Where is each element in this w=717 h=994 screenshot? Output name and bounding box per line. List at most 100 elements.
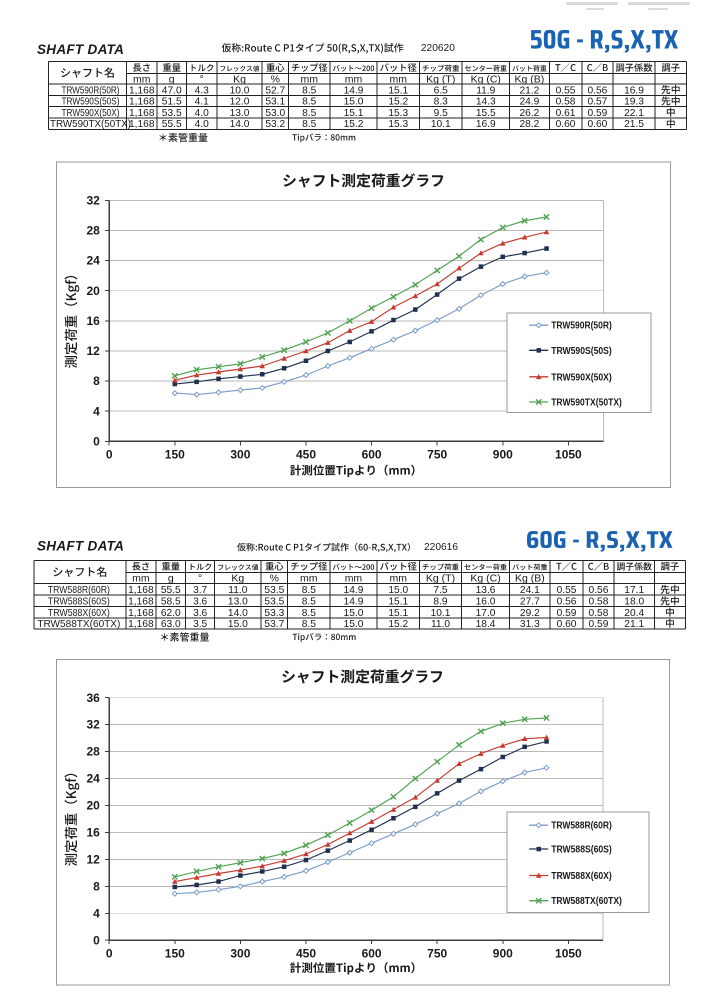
- svg-text:20: 20: [86, 284, 100, 298]
- svg-text:0.58: 0.58: [556, 97, 576, 108]
- svg-text:TRW590X(50X): TRW590X(50X): [62, 108, 120, 119]
- svg-text:3.7: 3.7: [193, 585, 207, 596]
- svg-text:1,168: 1,168: [128, 608, 154, 619]
- svg-text:4.3: 4.3: [195, 85, 209, 96]
- svg-text:3.6: 3.6: [193, 597, 207, 608]
- svg-text:8.5: 8.5: [302, 97, 316, 108]
- svg-text:8.3: 8.3: [434, 97, 448, 108]
- svg-text:20.4: 20.4: [624, 608, 644, 619]
- svg-text:Kg (C): Kg (C): [471, 73, 501, 85]
- svg-text:1,168: 1,168: [129, 119, 155, 130]
- svg-text:220616: 220616: [424, 542, 458, 553]
- svg-text:SHAFT DATA: SHAFT DATA: [37, 42, 124, 57]
- svg-text:7.5: 7.5: [433, 585, 447, 596]
- svg-text:16.9: 16.9: [476, 119, 496, 130]
- svg-text:mm: mm: [132, 572, 150, 584]
- svg-text:mm: mm: [390, 73, 408, 85]
- svg-text:15.3: 15.3: [388, 108, 408, 119]
- svg-text:0.60: 0.60: [557, 619, 577, 630]
- svg-text:TRW588TX(60TX): TRW588TX(60TX): [37, 619, 120, 630]
- svg-text:220620: 220620: [421, 43, 455, 54]
- svg-text:16: 16: [86, 314, 100, 328]
- svg-text:0.60: 0.60: [587, 119, 607, 130]
- svg-text:16.0: 16.0: [476, 597, 496, 608]
- svg-text:1,168: 1,168: [129, 85, 155, 96]
- svg-text:1,168: 1,168: [128, 619, 154, 630]
- svg-text:17.0: 17.0: [476, 608, 496, 619]
- svg-text:53.3: 53.3: [264, 608, 284, 619]
- svg-text:°: °: [200, 73, 204, 85]
- svg-text:27.7: 27.7: [520, 597, 540, 608]
- svg-text:29.2: 29.2: [520, 608, 540, 619]
- svg-text:8.5: 8.5: [302, 619, 316, 630]
- svg-text:53.2: 53.2: [265, 119, 285, 130]
- svg-text:13.0: 13.0: [230, 108, 250, 119]
- svg-text:Kg (T): Kg (T): [426, 73, 455, 85]
- svg-text:15.3: 15.3: [388, 119, 408, 130]
- svg-text:0.58: 0.58: [589, 608, 609, 619]
- svg-text:20: 20: [86, 799, 100, 813]
- svg-text:TRW588TX(60TX): TRW588TX(60TX): [551, 896, 622, 907]
- svg-text:51.5: 51.5: [162, 97, 182, 108]
- svg-text:8.9: 8.9: [433, 597, 447, 608]
- svg-text:TRW588S(60S): TRW588S(60S): [551, 845, 612, 856]
- svg-text:15.2: 15.2: [388, 619, 408, 630]
- svg-text:300: 300: [230, 448, 250, 462]
- svg-text:21.1: 21.1: [624, 619, 644, 630]
- svg-text:24.9: 24.9: [519, 97, 539, 108]
- svg-text:63.0: 63.0: [161, 619, 181, 630]
- svg-text:15.0: 15.0: [228, 619, 248, 630]
- svg-text:11.9: 11.9: [476, 85, 495, 96]
- svg-text:8.5: 8.5: [302, 585, 316, 596]
- svg-text:°: °: [198, 572, 202, 584]
- svg-text:Kg (C): Kg (C): [470, 572, 500, 584]
- svg-text:14.0: 14.0: [228, 608, 248, 619]
- svg-text:47.0: 47.0: [162, 85, 182, 96]
- svg-text:g: g: [168, 572, 174, 584]
- svg-text:0.56: 0.56: [557, 597, 577, 608]
- svg-text:mm: mm: [301, 73, 319, 85]
- svg-text:TRW588R(60R): TRW588R(60R): [551, 821, 612, 832]
- svg-text:18.0: 18.0: [624, 597, 644, 608]
- svg-text:TRW590R(50R): TRW590R(50R): [62, 85, 120, 96]
- svg-text:TRW590X(50X): TRW590X(50X): [551, 372, 612, 383]
- svg-text:53.5: 53.5: [264, 597, 284, 608]
- svg-text:8.5: 8.5: [302, 85, 316, 96]
- svg-text:62.0: 62.0: [161, 608, 181, 619]
- svg-text:1,168: 1,168: [129, 108, 155, 119]
- svg-text:0: 0: [106, 947, 113, 961]
- svg-text:0.60: 0.60: [556, 119, 576, 130]
- svg-text:15.0: 15.0: [344, 608, 364, 619]
- svg-text:8: 8: [93, 374, 100, 388]
- svg-text:15.2: 15.2: [344, 119, 364, 130]
- svg-text:14.0: 14.0: [230, 119, 250, 130]
- svg-text:8.5: 8.5: [302, 108, 316, 119]
- svg-text:8.5: 8.5: [302, 119, 316, 130]
- svg-text:1,168: 1,168: [128, 585, 154, 596]
- svg-text:55.5: 55.5: [162, 119, 182, 130]
- svg-text:19.3: 19.3: [624, 97, 644, 108]
- svg-text:TRW590TX(50TX): TRW590TX(50TX): [551, 398, 622, 409]
- svg-text:1,168: 1,168: [128, 597, 154, 608]
- svg-text:0.56: 0.56: [589, 585, 609, 596]
- svg-text:0: 0: [93, 933, 100, 947]
- svg-text:mm: mm: [390, 572, 408, 584]
- svg-text:15.2: 15.2: [388, 97, 408, 108]
- svg-text:32: 32: [86, 194, 100, 208]
- svg-text:300: 300: [230, 947, 250, 961]
- svg-text:4.0: 4.0: [195, 119, 209, 130]
- svg-text:21.2: 21.2: [519, 85, 539, 96]
- svg-text:4: 4: [93, 906, 100, 920]
- svg-text:14.3: 14.3: [476, 97, 496, 108]
- svg-text:Kg (B): Kg (B): [515, 73, 545, 85]
- svg-text:15.1: 15.1: [388, 85, 408, 96]
- svg-text:14.9: 14.9: [344, 597, 364, 608]
- svg-text:0.59: 0.59: [557, 608, 577, 619]
- svg-text:TRW590S(50S): TRW590S(50S): [551, 346, 612, 357]
- svg-text:4.0: 4.0: [195, 108, 209, 119]
- svg-text:52.7: 52.7: [265, 85, 285, 96]
- svg-text:Kg: Kg: [233, 73, 246, 85]
- svg-text:8.5: 8.5: [302, 597, 316, 608]
- svg-text:15.1: 15.1: [344, 108, 364, 119]
- svg-text:1,168: 1,168: [129, 97, 155, 108]
